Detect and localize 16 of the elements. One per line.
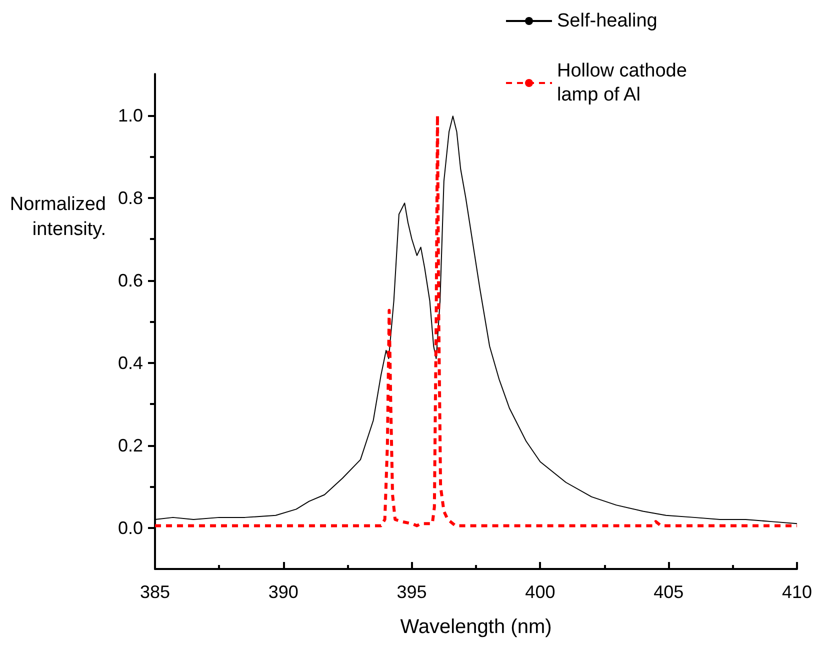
x-tick-label: 400 [525, 582, 556, 602]
x-tick-label: 405 [654, 582, 684, 602]
x-tick-label: 385 [140, 582, 170, 602]
legend-label: Self-healing [557, 10, 658, 32]
y-tick-label: 0.0 [118, 518, 143, 538]
y-tick-label: 1.0 [118, 105, 143, 126]
x-tick-label: 410 [782, 582, 812, 602]
y-tick-label: 0.2 [118, 435, 143, 456]
y-tick-label: 0.8 [118, 188, 143, 208]
x-axis-title: Wavelength (nm) [400, 616, 552, 638]
y-tick-label: 0.6 [118, 270, 143, 290]
legend-label: Hollow cathode lamp of Al [557, 60, 692, 106]
x-tick-label: 395 [396, 582, 427, 602]
y-axis-title: Normalized intensity. [8, 193, 106, 242]
y-tick-label: 0.4 [118, 352, 143, 373]
x-tick-label: 390 [268, 582, 298, 602]
